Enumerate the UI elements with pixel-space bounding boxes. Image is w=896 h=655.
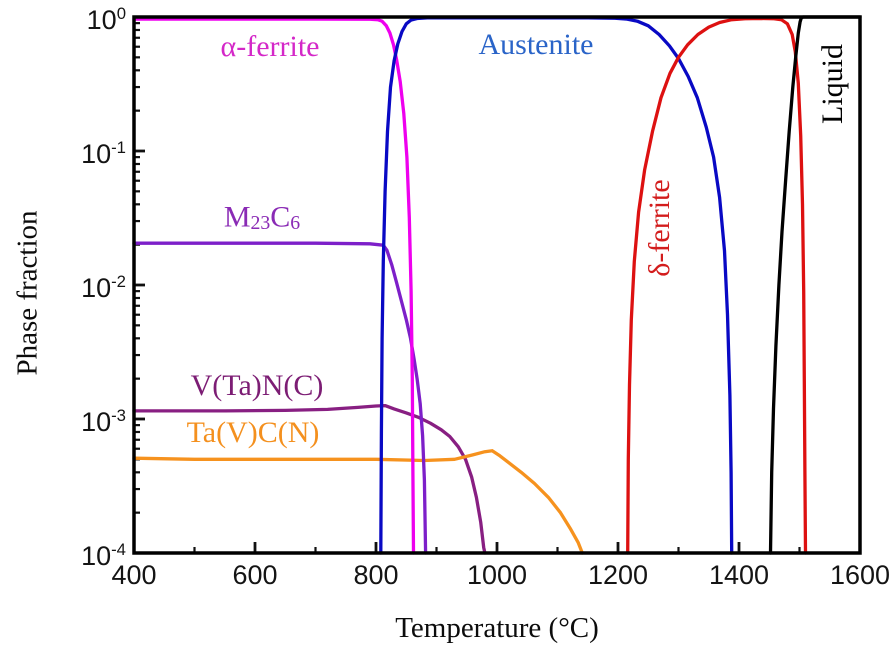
curve-label-ta-v-c-n: Ta(V)C(N) [186,416,320,449]
curve-ta_v_c_n [132,449,584,555]
curve-label-alpha-ferrite: α-ferrite [220,30,320,63]
x-tick-label: 400 [111,560,157,590]
curve-delta_ferrite [626,16,808,555]
y-axis-title: Phase fraction [11,210,44,376]
curve-label-delta-ferrite: δ-ferrite [643,179,676,277]
curve-label-liquid: Liquid [816,44,849,124]
curve-m23c6 [132,241,428,555]
curve-austenite [379,16,734,555]
x-tick-label: 1400 [708,560,770,590]
y-tick-label: 10-3 [81,406,126,438]
x-tick-label: 1200 [587,560,649,590]
y-tick-label: 100 [86,4,126,36]
y-tick-label: 10-1 [81,138,126,170]
x-axis-title: Temperature (°C) [395,612,599,644]
plot-frame [132,15,862,555]
x-tick-label: 1600 [829,560,891,590]
curve-label-v-ta-n-c: V(Ta)N(C) [190,369,324,402]
curve-label-m23c6: M23C6 [223,200,301,234]
y-tick-label: 10-2 [81,272,126,304]
curve-label-austenite: Austenite [478,28,594,61]
x-tick-label: 800 [353,560,399,590]
x-tick-label: 600 [232,560,278,590]
curve-v_ta_n_c [132,403,487,555]
y-tick-label: 10-4 [81,540,126,572]
curve-alpha_ferrite [132,17,416,555]
x-tick-label: 1000 [466,560,528,590]
